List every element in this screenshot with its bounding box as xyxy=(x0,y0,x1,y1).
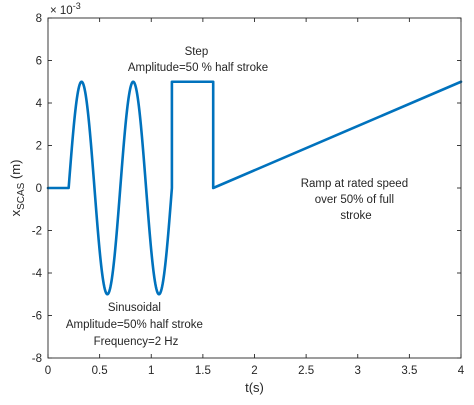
x-tick-label: 0 xyxy=(45,365,51,377)
annotation-ramp-line-1: Ramp at rated speed xyxy=(301,178,408,190)
tick-labels: 0 0.5 1 1.5 2 2.5 3 3.5 4 -8 -6 -4 -2 0 2 4 6 8 xyxy=(32,13,465,377)
y-tick-label: -2 xyxy=(32,226,42,238)
annotation-step-line-1: Step xyxy=(185,46,209,58)
y-exponent-base: × 10 xyxy=(50,5,73,17)
annotation-sinusoidal-line-1: Sinusoidal xyxy=(108,302,161,314)
y-axis-label-unit: (m) xyxy=(8,160,23,183)
annotation-ramp-line-3: stroke xyxy=(340,210,371,222)
y-tick-label: 0 xyxy=(36,183,42,195)
x-tick-label: 2.5 xyxy=(298,365,314,377)
y-tick-label: 4 xyxy=(36,98,43,110)
annotation-sinusoidal-line-2: Amplitude=50% half stroke xyxy=(66,319,203,331)
x-tick-label: 3.5 xyxy=(401,365,417,377)
y-tick-label: -4 xyxy=(32,268,43,280)
y-tick-label: 2 xyxy=(36,141,42,153)
annotation-sinusoidal: Sinusoidal Amplitude=50% half stroke Fre… xyxy=(66,302,206,348)
x-tick-label: 0.5 xyxy=(92,365,108,377)
annotation-ramp: Ramp at rated speed over 50% of full str… xyxy=(301,178,412,222)
y-tick-label: 6 xyxy=(36,56,42,68)
x-tick-label: 4 xyxy=(458,365,465,377)
y-axis-label-sub: SCAS xyxy=(16,182,27,210)
x-axis-label: t(s) xyxy=(245,380,264,395)
annotation-step: Step Amplitude=50 % half stroke xyxy=(128,46,268,74)
x-tick-label: 3 xyxy=(355,365,361,377)
x-tick-label: 2 xyxy=(251,365,257,377)
series-line xyxy=(46,80,463,296)
annotation-ramp-line-2: over 50% of full xyxy=(315,194,394,206)
axes-box xyxy=(47,17,462,359)
annotation-sinusoidal-line-3: Frequency=2 Hz xyxy=(94,336,179,348)
y-axis-label: xSCAS (m) xyxy=(8,160,27,217)
x-tick-label: 1 xyxy=(148,365,154,377)
y-exponent-power: -3 xyxy=(73,1,81,11)
x-tick-label: 1.5 xyxy=(195,365,211,377)
y-exponent-label: × 10-3 xyxy=(50,1,81,17)
y-tick-label: 8 xyxy=(36,13,42,25)
y-axis-label-main: x xyxy=(8,209,23,216)
plot-area xyxy=(48,18,461,358)
y-tick-label: -6 xyxy=(32,311,42,323)
y-tick-label: -8 xyxy=(32,353,42,365)
annotation-step-line-2: Amplitude=50 % half stroke xyxy=(128,62,268,74)
